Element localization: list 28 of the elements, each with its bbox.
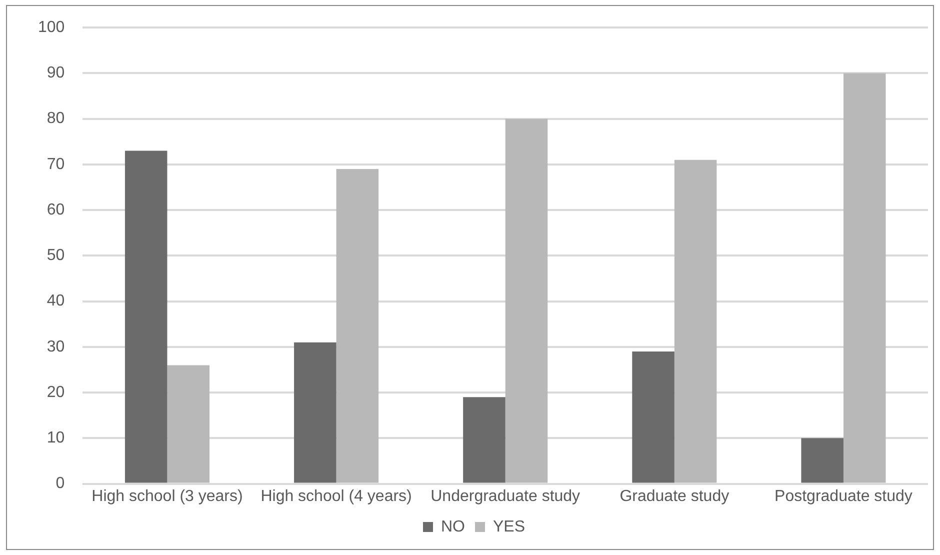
bar (336, 169, 379, 483)
bar (843, 73, 886, 483)
bar (167, 365, 210, 483)
bar (124, 150, 168, 483)
bar (674, 160, 717, 483)
x-tick-label: Graduate study (620, 488, 730, 505)
bar (463, 397, 506, 483)
y-tick-label: 10 (46, 430, 65, 447)
y-tick-label: 50 (46, 247, 65, 264)
y-tick-label: 100 (38, 19, 65, 36)
y-tick-label: 60 (46, 201, 65, 218)
y-tick-label: 80 (46, 110, 65, 128)
y-tick-label: 20 (46, 384, 65, 401)
y-tick-label: 40 (46, 292, 65, 310)
y-tick-label: 0 (56, 475, 65, 492)
bar (505, 118, 548, 483)
x-tick-label: High school (3 years) (92, 488, 243, 505)
x-tick-label: Postgraduate study (774, 488, 912, 505)
bar (801, 438, 844, 483)
bar (632, 352, 674, 483)
bar (294, 342, 336, 483)
x-tick-label: High school (4 years) (260, 488, 412, 505)
legend-label: YES (492, 518, 526, 536)
x-tick-label: Undergraduate study (430, 488, 580, 505)
y-tick-label: 70 (46, 156, 65, 173)
y-tick-label: 90 (46, 64, 65, 82)
y-tick-label: 30 (46, 338, 65, 356)
legend-label: NO (440, 518, 465, 536)
